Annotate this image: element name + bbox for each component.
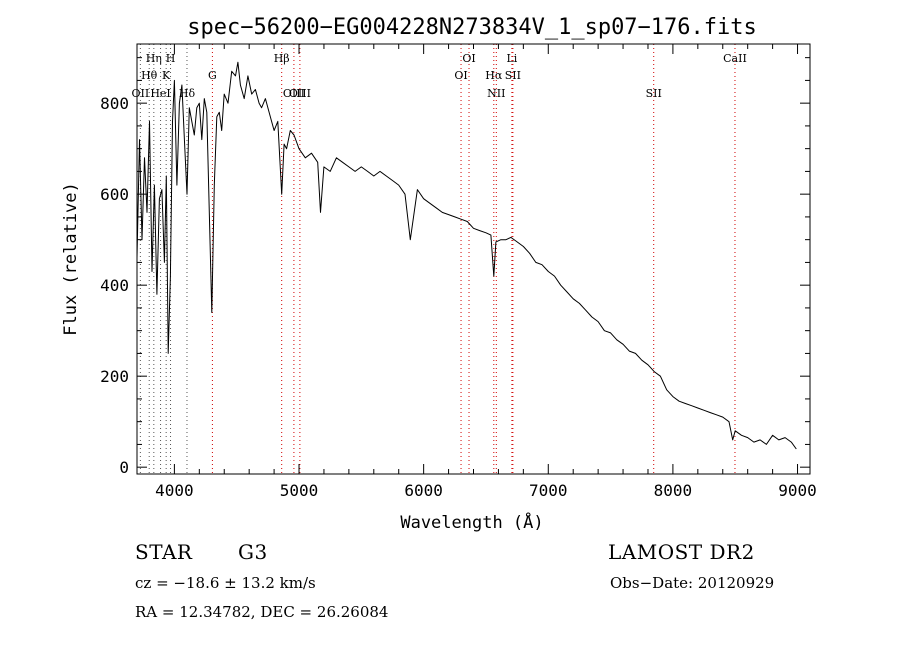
observation-date: Obs−Date: 20120929 bbox=[610, 574, 775, 592]
object-class: STAR bbox=[135, 540, 193, 564]
line-label-12: OI bbox=[462, 52, 475, 65]
x-tick-label-0: 4000 bbox=[155, 481, 194, 500]
y-tick-label-1: 200 bbox=[100, 367, 129, 386]
line-label-16: SII bbox=[505, 69, 521, 82]
line-label-5: H bbox=[166, 52, 176, 65]
line-label-6: Hδ bbox=[179, 87, 196, 100]
line-label-1: Hθ bbox=[141, 69, 158, 82]
x-tick-label-4: 8000 bbox=[654, 481, 693, 500]
plot-frame bbox=[136, 43, 811, 475]
line-label-15: Li bbox=[506, 52, 517, 65]
spectrum-chart: spec−56200−EG004228N273834V_1_sp07−176.f… bbox=[61, 15, 817, 533]
x-tick-label-1: 5000 bbox=[280, 481, 319, 500]
x-tick-label-5: 9000 bbox=[778, 481, 817, 500]
x-tick-label-3: 7000 bbox=[529, 481, 568, 500]
y-tick-label-2: 400 bbox=[100, 276, 129, 295]
line-label-13: Hα bbox=[485, 69, 503, 82]
axis-ticks: 4000 5000 6000 7000 8000 9000 0 200 400 600 800 bbox=[100, 44, 817, 500]
line-label-14: NII bbox=[487, 87, 505, 100]
line-label-2: Hη bbox=[146, 52, 162, 65]
survey-label: LAMOST DR2 bbox=[608, 540, 755, 564]
line-label-10: OIII bbox=[289, 87, 311, 100]
spectrum-series bbox=[136, 61, 797, 450]
y-tick-label-3: 600 bbox=[100, 185, 129, 204]
line-label-3: HeI bbox=[150, 87, 170, 100]
redshift-cz: cz = −18.6 ± 13.2 km/s bbox=[135, 574, 316, 592]
x-axis-label: Wavelength (Å) bbox=[400, 511, 543, 533]
spectrum-line bbox=[136, 61, 797, 450]
line-label-8: Hβ bbox=[274, 52, 290, 65]
x-tick-label-2: 6000 bbox=[404, 481, 443, 500]
y-axis-label: Flux (relative) bbox=[61, 182, 81, 336]
object-subclass: G3 bbox=[238, 540, 268, 564]
line-label-0: OII bbox=[132, 87, 150, 100]
y-tick-label-4: 800 bbox=[100, 94, 129, 113]
line-label-4: K bbox=[162, 69, 171, 82]
y-tick-label-0: 0 bbox=[119, 458, 129, 477]
line-label-11: OI bbox=[454, 69, 467, 82]
line-label-17: SII bbox=[646, 87, 662, 100]
line-label-7: G bbox=[208, 69, 217, 82]
spectral-line-markers: OIIHθHηHeIKHHδGHβOIIIOIIIOIOIHαNIILiSIIS… bbox=[132, 44, 747, 474]
coordinates: RA = 12.34782, DEC = 26.26084 bbox=[135, 603, 389, 621]
line-label-18: CaII bbox=[723, 52, 747, 65]
chart-title: spec−56200−EG004228N273834V_1_sp07−176.f… bbox=[187, 15, 757, 40]
